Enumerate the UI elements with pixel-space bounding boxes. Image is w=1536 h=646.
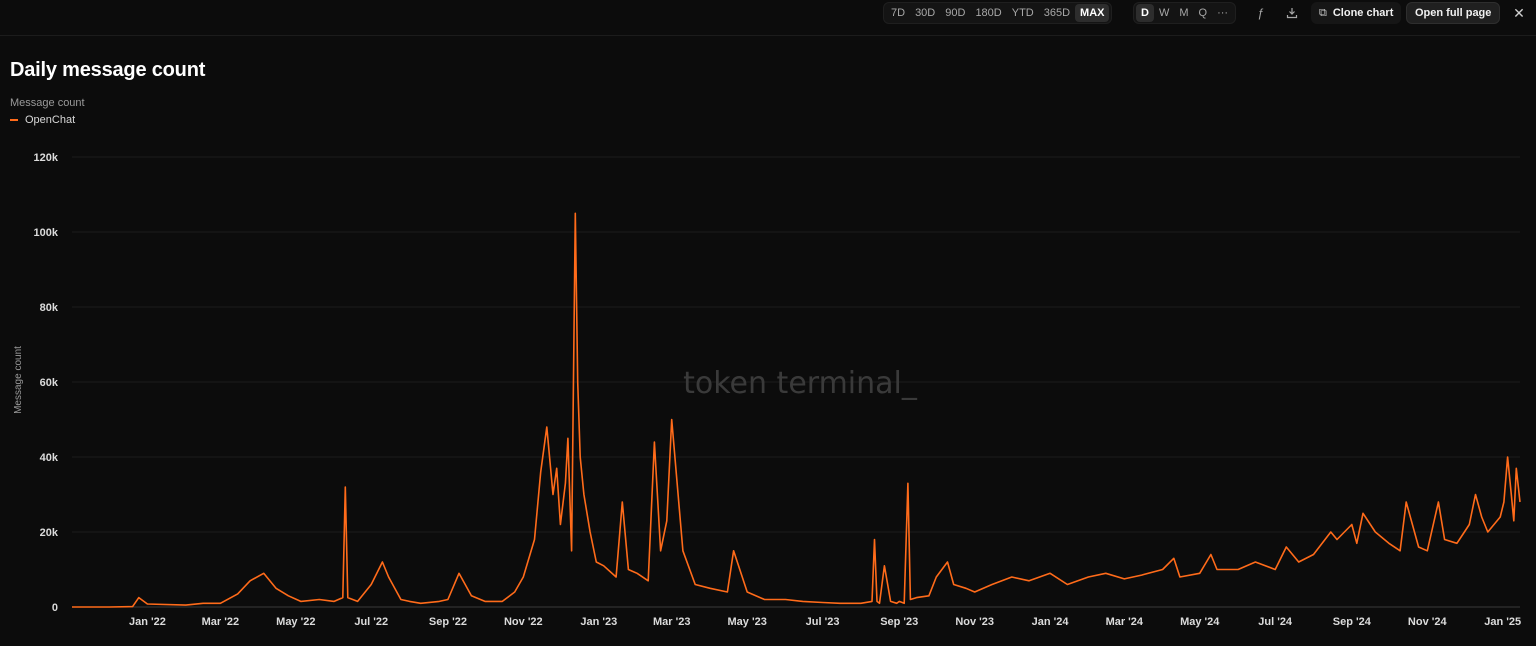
granularity-m[interactable]: M bbox=[1179, 7, 1189, 19]
x-tick-label: May '23 bbox=[728, 616, 767, 628]
range-90d[interactable]: 90D bbox=[945, 7, 966, 19]
chart-subtitle: Message count bbox=[10, 97, 85, 109]
grid bbox=[72, 156, 1520, 608]
x-tick-label: Jan '22 bbox=[129, 616, 166, 628]
chart-toolbar: 7D 30D 90D 180D YTD 365D MAX D W M Q ··· ƒ ⧉ Clone… bbox=[0, 0, 1536, 36]
x-tick-label: Mar '24 bbox=[1106, 616, 1144, 628]
granularity-w[interactable]: W bbox=[1158, 7, 1170, 19]
x-tick-label: May '22 bbox=[276, 616, 315, 628]
granularity-q[interactable]: Q bbox=[1198, 7, 1208, 19]
range-7d[interactable]: 7D bbox=[891, 7, 906, 19]
range-365d[interactable]: 365D bbox=[1043, 7, 1071, 19]
y-tick-label: 0 bbox=[52, 602, 58, 614]
formula-icon[interactable]: ƒ bbox=[1257, 6, 1265, 20]
legend-swatch bbox=[10, 119, 18, 121]
copy-icon: ⧉ bbox=[1319, 6, 1327, 19]
x-tick-label: Nov '23 bbox=[955, 616, 994, 628]
x-tick-label: Jul '22 bbox=[354, 616, 388, 628]
range-30d[interactable]: 30D bbox=[915, 7, 936, 19]
granularity-d[interactable]: D bbox=[1136, 4, 1154, 22]
export-icon[interactable] bbox=[1281, 3, 1303, 23]
close-icon[interactable]: ✕ bbox=[1513, 4, 1525, 21]
range-ytd[interactable]: YTD bbox=[1011, 7, 1034, 19]
range-180d[interactable]: 180D bbox=[975, 7, 1002, 19]
range-selector: 7D 30D 90D 180D YTD 365D MAX bbox=[883, 2, 1113, 24]
x-tick-label: Sep '24 bbox=[1333, 616, 1372, 628]
y-tick-label: 100k bbox=[34, 227, 59, 239]
y-tick-label: 20k bbox=[40, 527, 59, 539]
series-group bbox=[72, 212, 1521, 608]
y-tick-label: 40k bbox=[40, 452, 59, 464]
x-tick-label: Jul '24 bbox=[1258, 616, 1293, 628]
y-axis: 0 20k 40k 60k 80k 100k 120k bbox=[34, 152, 59, 614]
x-tick-label: Mar '23 bbox=[653, 616, 690, 628]
open-full-page-button[interactable]: Open full page bbox=[1406, 2, 1501, 24]
granularity-selector: D W M Q ··· bbox=[1133, 2, 1237, 24]
range-max[interactable]: MAX bbox=[1075, 4, 1110, 22]
x-axis: Jan '22 Mar '22 May '22 Jul '22 Sep '22 Nov '… bbox=[129, 616, 1521, 628]
line-chart: token terminal_ 0 20k 40k 60k 80k 100k 120k Ja… bbox=[13, 152, 1521, 628]
watermark: token terminal_ bbox=[683, 366, 918, 401]
x-tick-label: Mar '22 bbox=[202, 616, 239, 628]
x-tick-label: Nov '24 bbox=[1408, 616, 1448, 628]
x-tick-label: Jul '23 bbox=[806, 616, 840, 628]
y-tick-label: 120k bbox=[34, 152, 59, 164]
x-tick-label: Sep '22 bbox=[429, 616, 467, 628]
granularity-more[interactable]: ··· bbox=[1217, 7, 1229, 19]
chart-title: Daily message count bbox=[10, 59, 206, 81]
clone-chart-label: Clone chart bbox=[1332, 7, 1394, 19]
open-full-page-label: Open full page bbox=[1415, 7, 1492, 19]
y-tick-label: 80k bbox=[40, 302, 59, 314]
x-tick-label: Jan '23 bbox=[580, 616, 617, 628]
clone-chart-button[interactable]: ⧉ Clone chart bbox=[1311, 2, 1402, 24]
series-line-openchat[interactable] bbox=[72, 212, 1521, 608]
x-tick-label: Jan '24 bbox=[1032, 616, 1070, 628]
x-tick-label: May '24 bbox=[1180, 616, 1220, 628]
y-tick-label: 60k bbox=[40, 377, 59, 389]
x-tick-label: Nov '22 bbox=[504, 616, 543, 628]
legend-label: OpenChat bbox=[25, 114, 76, 126]
x-tick-label: Sep '23 bbox=[880, 616, 918, 628]
y-axis-label: Message count bbox=[13, 346, 24, 414]
legend[interactable]: OpenChat bbox=[10, 114, 75, 126]
x-tick-label: Jan '25 bbox=[1484, 616, 1521, 628]
